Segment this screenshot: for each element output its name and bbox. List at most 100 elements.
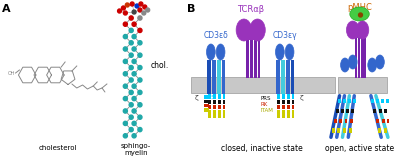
Bar — [213, 100, 216, 104]
Circle shape — [358, 13, 362, 17]
Bar — [373, 109, 376, 113]
Ellipse shape — [340, 58, 349, 72]
Bar — [192, 77, 335, 93]
Bar — [355, 26, 360, 38]
Circle shape — [123, 134, 127, 138]
Circle shape — [129, 103, 133, 107]
Bar — [376, 99, 379, 103]
Bar — [334, 119, 337, 123]
Bar — [208, 94, 211, 99]
Circle shape — [129, 90, 133, 95]
Text: A: A — [2, 4, 10, 14]
Bar — [386, 99, 389, 103]
Circle shape — [138, 8, 142, 12]
Bar — [287, 100, 290, 104]
Circle shape — [138, 41, 142, 45]
Bar — [282, 94, 285, 99]
Text: cholesterol: cholesterol — [39, 145, 78, 151]
Bar — [376, 119, 378, 123]
Circle shape — [132, 109, 136, 113]
Circle shape — [118, 9, 122, 13]
Text: CD3εγ: CD3εγ — [272, 31, 297, 40]
Ellipse shape — [348, 55, 357, 69]
Bar — [277, 105, 280, 109]
Bar — [222, 60, 226, 94]
Bar — [371, 99, 374, 103]
Bar — [292, 100, 294, 104]
Bar — [218, 94, 220, 99]
Bar — [282, 105, 285, 109]
Bar — [336, 109, 339, 113]
Circle shape — [142, 11, 146, 15]
Bar — [207, 60, 211, 94]
Bar — [349, 128, 352, 133]
Text: pMHC: pMHC — [347, 3, 372, 12]
Circle shape — [138, 128, 142, 132]
Ellipse shape — [350, 7, 369, 21]
Bar — [343, 128, 346, 133]
Bar — [353, 99, 356, 103]
Bar — [208, 110, 211, 118]
Circle shape — [129, 115, 133, 119]
Circle shape — [123, 47, 127, 51]
Bar — [287, 94, 290, 99]
Bar — [213, 110, 216, 118]
Bar — [389, 109, 392, 113]
Bar — [346, 109, 349, 113]
Text: TCRαβ: TCRαβ — [237, 5, 264, 14]
Circle shape — [129, 28, 133, 32]
Bar — [218, 105, 220, 109]
Circle shape — [132, 22, 136, 26]
Bar — [281, 60, 285, 94]
Bar — [222, 105, 226, 109]
Circle shape — [138, 103, 142, 107]
Circle shape — [122, 6, 125, 10]
Bar — [338, 128, 340, 133]
Bar — [381, 99, 384, 103]
Circle shape — [143, 5, 147, 9]
Bar — [384, 109, 387, 113]
Text: chol.: chol. — [151, 60, 169, 69]
Bar — [204, 104, 209, 107]
Bar — [287, 105, 290, 109]
Bar — [218, 100, 220, 104]
Ellipse shape — [216, 44, 225, 60]
Circle shape — [123, 109, 127, 113]
Bar — [208, 100, 211, 104]
Circle shape — [138, 115, 142, 119]
Circle shape — [138, 65, 142, 70]
Bar — [204, 100, 209, 103]
Circle shape — [129, 41, 133, 45]
Circle shape — [123, 72, 127, 76]
Bar — [351, 109, 354, 113]
Circle shape — [139, 2, 143, 6]
Bar — [254, 40, 256, 78]
Circle shape — [129, 128, 133, 132]
Circle shape — [132, 10, 136, 14]
Circle shape — [123, 22, 127, 26]
Bar — [339, 119, 342, 123]
Bar — [258, 40, 260, 78]
Circle shape — [132, 47, 136, 51]
Bar — [360, 38, 363, 78]
Bar — [396, 128, 398, 133]
Circle shape — [138, 16, 142, 20]
Ellipse shape — [250, 19, 265, 41]
Ellipse shape — [376, 55, 384, 69]
Bar — [364, 38, 366, 78]
Bar — [282, 100, 285, 104]
Circle shape — [123, 59, 127, 64]
Circle shape — [129, 65, 133, 70]
Text: PRS: PRS — [260, 96, 271, 101]
Circle shape — [146, 8, 150, 12]
Bar — [282, 110, 285, 118]
Bar — [277, 100, 280, 104]
Bar — [332, 128, 335, 133]
Circle shape — [129, 53, 133, 57]
Bar — [358, 38, 360, 78]
Circle shape — [123, 35, 127, 39]
Text: BRS: BRS — [204, 95, 215, 100]
Text: RK: RK — [260, 102, 268, 107]
Circle shape — [132, 96, 136, 101]
Ellipse shape — [368, 58, 376, 72]
